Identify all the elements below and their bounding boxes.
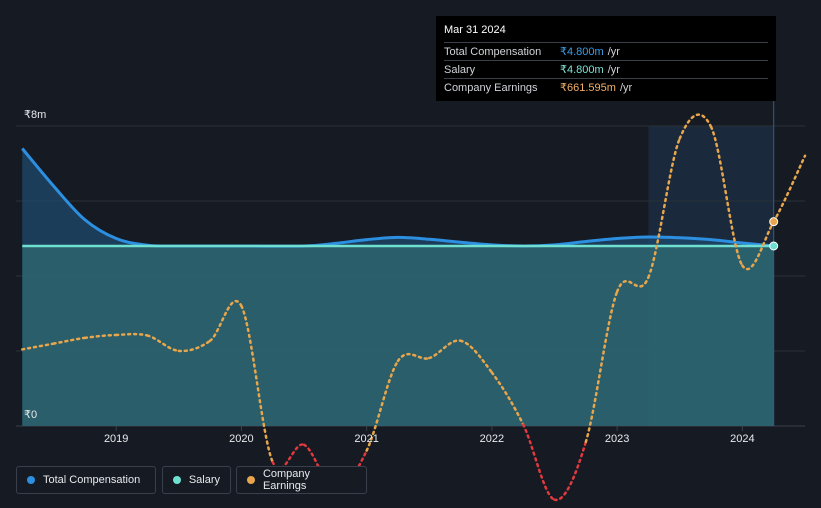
company-earnings-segment <box>678 113 713 140</box>
y-tick-label-top: ₹8m <box>24 109 46 121</box>
company-earnings-segment <box>459 339 494 374</box>
company-earnings-marker <box>769 217 779 227</box>
tooltip-unit: /yr <box>607 45 620 58</box>
company-earnings-segment <box>553 440 588 501</box>
company-earnings-segment <box>772 154 807 223</box>
tooltip-unit: /yr <box>607 63 620 76</box>
legend-dot-icon <box>27 476 35 484</box>
tooltip-value: ₹4.800m <box>560 46 604 58</box>
x-tick-label: 2024 <box>730 433 754 445</box>
x-tick-label: 2019 <box>104 433 128 445</box>
tooltip-label: Salary <box>444 63 476 76</box>
company-earnings-segment <box>114 332 149 337</box>
company-earnings-segment <box>177 339 212 353</box>
company-earnings-segment <box>83 333 118 340</box>
company-earnings-segment <box>428 339 462 360</box>
legend-company-earnings[interactable]: Company Earnings <box>236 466 367 494</box>
company-earnings-segment <box>584 290 619 444</box>
company-earnings-segment <box>396 352 431 363</box>
tooltip-row-salary: Salary ₹4.800m /yr <box>444 60 768 78</box>
legend-dot-icon <box>247 476 255 484</box>
tooltip-label: Company Earnings <box>444 81 538 94</box>
legend-dot-icon <box>173 476 181 484</box>
tooltip-unit: /yr <box>619 81 633 94</box>
tooltip-label: Total Compensation <box>444 45 542 58</box>
company-earnings-segment <box>52 336 87 345</box>
legend-label: Company Earnings <box>262 468 311 492</box>
x-tick-label: 2020 <box>229 433 253 445</box>
y-tick-label-bottom: ₹0 <box>24 409 37 421</box>
tooltip-date: Mar 31 2024 <box>444 24 506 36</box>
legend-salary[interactable]: Salary <box>162 466 231 494</box>
company-earnings-line <box>21 113 807 501</box>
company-earnings-segment <box>365 359 400 452</box>
x-tick-label: 2022 <box>480 433 504 445</box>
legend-total-compensation[interactable]: Total Compensation <box>16 466 156 494</box>
tooltip-row-total-compensation: Total Compensation ₹4.800m /yr <box>444 42 768 60</box>
company-earnings-segment <box>490 371 525 426</box>
x-axis: 2019 2020 2021 2022 2023 2024 <box>104 426 755 445</box>
company-earnings-segment <box>521 423 556 501</box>
company-earnings-segment <box>208 299 243 342</box>
salary-marker <box>769 241 779 251</box>
legend-label: Salary <box>188 474 220 486</box>
company-earnings-segment <box>21 342 55 351</box>
tooltip: Mar 31 2024 Total Compensation ₹4.800m /… <box>436 16 776 101</box>
x-tick-label: 2023 <box>605 433 629 445</box>
salary-area <box>22 246 774 426</box>
company-earnings-segment <box>146 334 181 353</box>
company-earnings-segment <box>709 125 744 267</box>
tooltip-value: ₹4.800m <box>560 64 604 76</box>
company-earnings-segment <box>615 275 650 293</box>
company-earnings-segment <box>240 304 274 464</box>
x-tick-label: 2021 <box>354 433 378 445</box>
legend-label: Total Compensation <box>43 474 141 486</box>
company-earnings-segment <box>647 137 682 279</box>
tooltip-row-company-earnings: Company Earnings ₹661.595m /yr <box>444 78 768 96</box>
company-earnings-segment <box>741 220 775 271</box>
tooltip-value: ₹661.595m <box>560 82 616 94</box>
